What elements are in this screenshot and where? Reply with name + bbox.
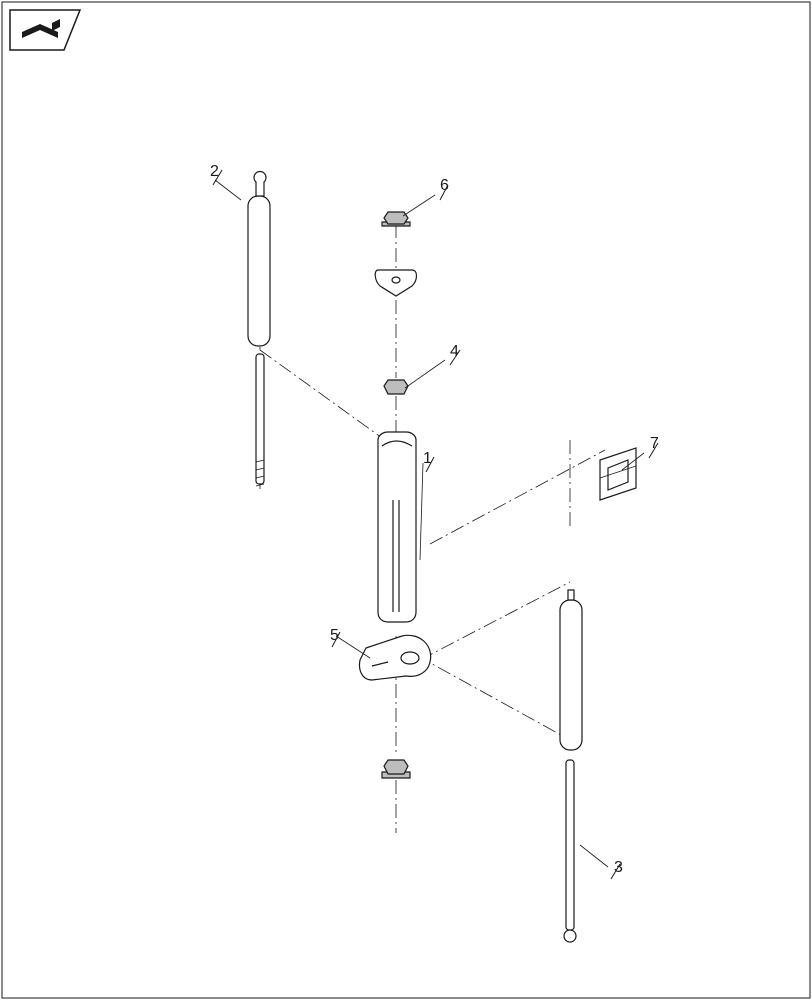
callout-6: 6: [403, 177, 449, 216]
callout-3: 3: [580, 845, 623, 879]
callout-label-1: 1: [423, 450, 432, 467]
hex-nut-mid: [384, 380, 408, 394]
callout-label-2: 2: [210, 163, 219, 180]
callout-1: 1: [420, 450, 434, 560]
callout-2: 2: [210, 163, 241, 200]
callout-label-6: 6: [440, 177, 449, 194]
retainer-plate-top: [375, 270, 416, 296]
assembly-axis-line: [420, 582, 570, 660]
flange-nut-bottom: [382, 760, 410, 778]
gas-spring-lower: [560, 590, 582, 942]
gas-spring-upper: [248, 172, 270, 486]
corner-logo-icon: [10, 10, 80, 50]
assembly-axis-line: [430, 450, 605, 544]
callout-label-5: 5: [330, 627, 339, 644]
technical-exploded-diagram: 1 2 3 4 5 6 7: [0, 0, 812, 1000]
assembly-axis-line: [260, 350, 396, 448]
callout-label-7: 7: [650, 435, 659, 452]
housing-bracket: [378, 432, 416, 622]
retaining-clip: [600, 448, 636, 500]
callout-label-4: 4: [450, 343, 459, 360]
callout-label-3: 3: [614, 859, 623, 876]
callout-4: 4: [405, 343, 460, 388]
